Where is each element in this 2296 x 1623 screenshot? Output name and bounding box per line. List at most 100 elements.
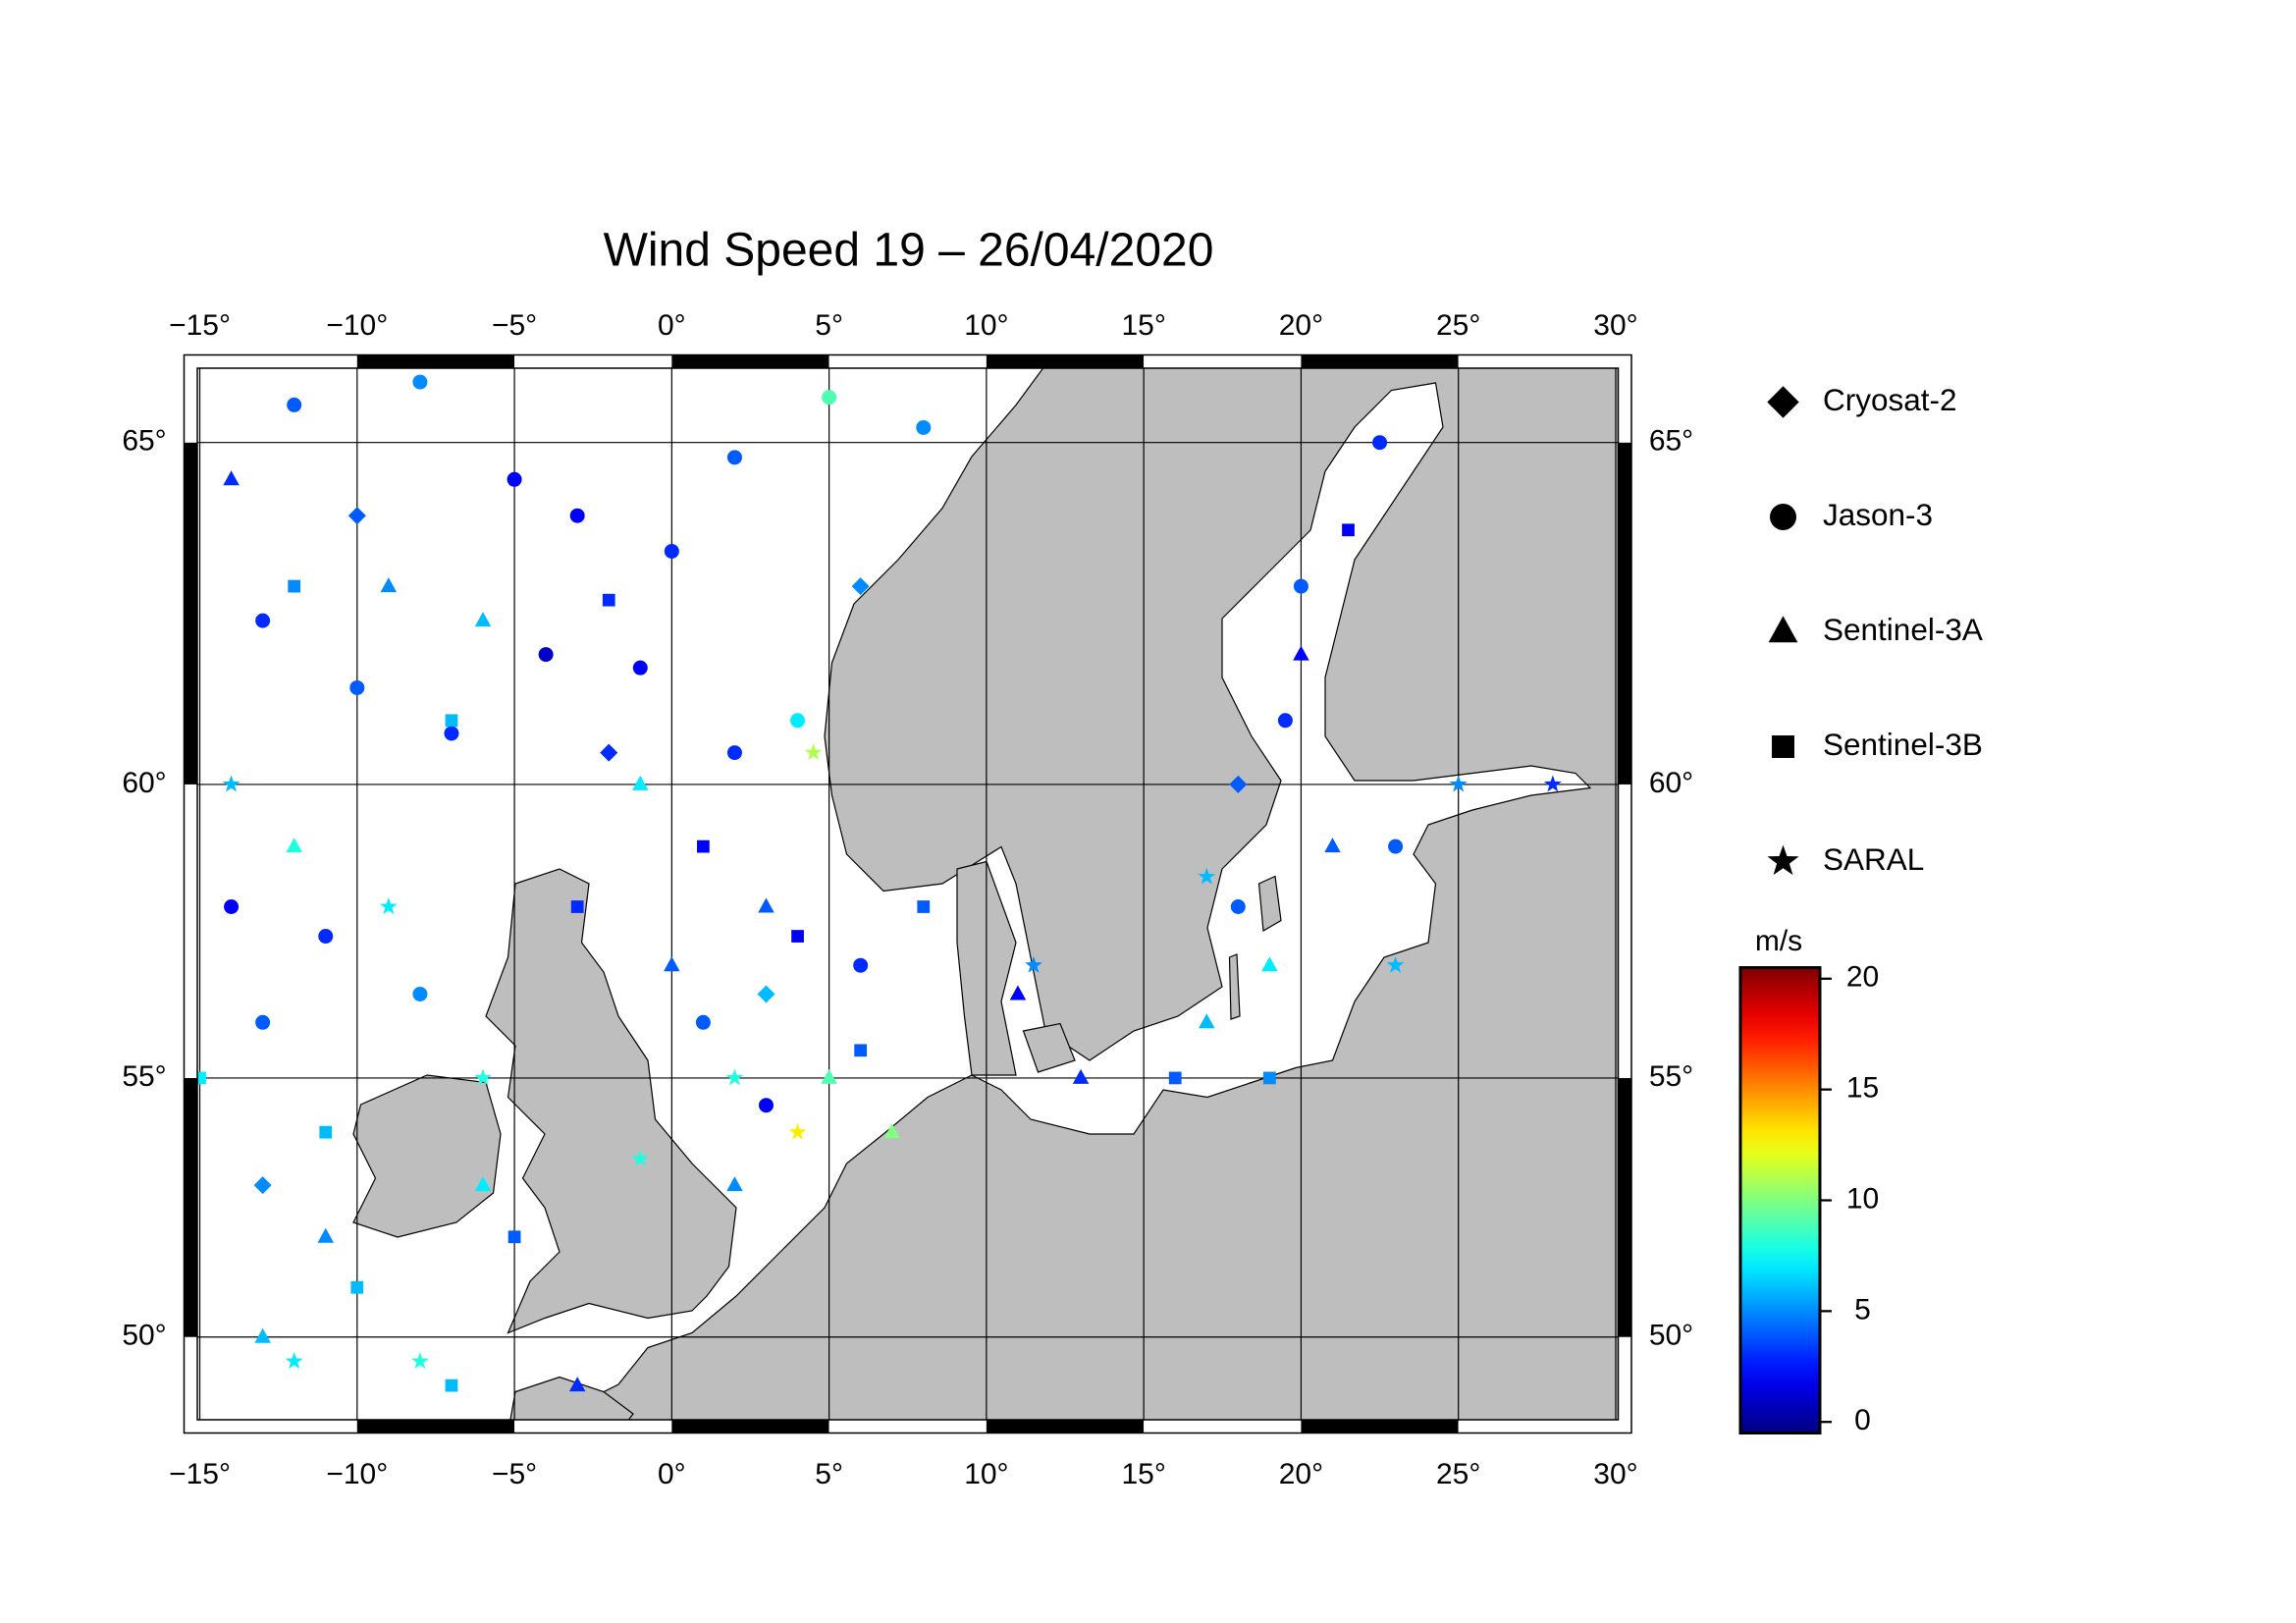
marker-star [1543, 775, 1562, 792]
marker-triangle [821, 1068, 837, 1084]
x-tick-label: 10° [964, 309, 1008, 342]
marker-diamond [600, 743, 618, 762]
map-frame [183, 353, 1632, 1434]
colorbar-tick-label: 15 [1846, 1072, 1879, 1105]
marker-diamond [347, 507, 366, 525]
marker-triangle [1261, 956, 1278, 972]
y-tick-label: 50° [1649, 1320, 1693, 1352]
frame-strip [199, 1420, 357, 1434]
marker-square [1263, 1071, 1276, 1085]
observations [197, 374, 1562, 1392]
frame-strip [184, 784, 198, 1078]
marker-star [1767, 844, 1799, 876]
marker-circle [916, 419, 932, 435]
y-tick-label: 65° [122, 425, 166, 458]
frame-strip [199, 354, 357, 368]
marker-circle [224, 898, 240, 914]
colorbar-tick-label: 5 [1854, 1293, 1871, 1325]
colorbar-tick-label: 0 [1854, 1404, 1871, 1436]
marker-square [445, 714, 458, 728]
frame-strip [1144, 1420, 1302, 1434]
frame-strip [671, 354, 829, 368]
x-tick-label: −15° [169, 1458, 231, 1490]
frame-strip [514, 1420, 672, 1434]
x-tick-label: 25° [1436, 1458, 1480, 1490]
marker-triangle [1072, 1068, 1090, 1084]
x-tick-label: 5° [815, 309, 843, 342]
marker-star [1025, 955, 1042, 973]
marker-triangle [317, 1227, 334, 1243]
frame-strip [356, 1420, 515, 1434]
ireland [352, 1074, 502, 1238]
marker-square [445, 1379, 458, 1392]
marker-square [791, 930, 804, 943]
y-tick-label: 50° [122, 1320, 166, 1352]
frame-outer [183, 353, 1632, 1434]
marker-triangle [664, 956, 680, 972]
frame-strip [184, 1336, 198, 1434]
x-tick-label: −5° [492, 1458, 537, 1490]
marker-circle [1372, 435, 1388, 451]
marker-triangle [758, 897, 774, 913]
chart-title: Wind Speed 19 – 26/04/2020 [604, 225, 1214, 277]
marker-circle [664, 543, 679, 559]
frame-strip [986, 1420, 1145, 1434]
map-body [197, 366, 1619, 1422]
marker-diamond [757, 985, 775, 1003]
marker-triangle [1768, 616, 1798, 643]
marker-circle [538, 647, 554, 663]
colorbar-scale [1738, 966, 1822, 1434]
gotland [1257, 875, 1282, 932]
great-britain [485, 868, 737, 1334]
legend-label: SARAL [1823, 841, 1924, 877]
x-tick-label: 15° [1121, 1458, 1165, 1490]
y-tick-label: 65° [1649, 425, 1693, 458]
marker-circle [1277, 713, 1293, 729]
marker-triangle [883, 1123, 900, 1139]
marker-triangle [1293, 645, 1309, 661]
marker-circle [507, 471, 522, 487]
marker-circle [726, 450, 742, 465]
marker-circle [1770, 504, 1797, 530]
x-tick-label: 20° [1279, 309, 1323, 342]
marker-square [350, 1280, 364, 1294]
colorbar-label: m/s [1755, 925, 1802, 957]
marker-triangle [1199, 1013, 1215, 1029]
marker-square [602, 593, 615, 607]
marker-square [288, 579, 301, 593]
marker-star [285, 1352, 303, 1370]
frame-strip [1458, 354, 1616, 368]
marker-square [1342, 523, 1355, 537]
marker-star [804, 743, 823, 761]
marker-circle [255, 1014, 271, 1030]
marker-square [697, 839, 710, 853]
marker-circle [759, 1098, 774, 1113]
marker-star [410, 1352, 429, 1370]
marker-circle [632, 660, 648, 676]
frame-strip [1618, 442, 1632, 784]
frame-strip [1144, 354, 1302, 368]
marker-triangle [223, 470, 240, 486]
colorbar-tick-label: 20 [1846, 961, 1879, 994]
marker-square [917, 900, 931, 913]
frame-strip [184, 1077, 198, 1337]
x-tick-label: 0° [658, 1458, 686, 1490]
marker-circle [349, 679, 365, 695]
marker-triangle [568, 1377, 586, 1392]
frame-strip [671, 1420, 829, 1434]
marker-circle [1388, 839, 1404, 854]
marker-star [725, 1068, 744, 1086]
marker-square [319, 1125, 333, 1139]
marker-diamond [1229, 775, 1248, 793]
marker-star [1449, 775, 1468, 792]
frame-strip [1618, 354, 1632, 443]
legend-label: Jason-3 [1823, 497, 1933, 532]
marker-triangle [286, 838, 302, 853]
frame-strip [356, 354, 515, 368]
frame-strip [1618, 1336, 1632, 1434]
danish-islands [1022, 1022, 1076, 1073]
marker-diamond [1767, 386, 1799, 418]
y-tick-label: 55° [1649, 1060, 1693, 1093]
frame-strip [828, 1420, 987, 1434]
